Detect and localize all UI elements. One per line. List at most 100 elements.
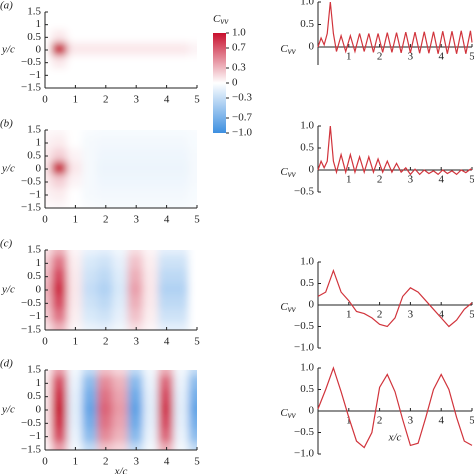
cell bbox=[188, 442, 197, 450]
cell bbox=[97, 135, 115, 151]
x-tick-label: 5 bbox=[194, 214, 200, 226]
y-axis-label: Cvv bbox=[280, 166, 295, 180]
cell bbox=[127, 415, 145, 431]
cell bbox=[142, 389, 160, 405]
cell bbox=[45, 402, 54, 418]
cell bbox=[112, 309, 130, 325]
cell bbox=[51, 187, 69, 203]
cell bbox=[188, 30, 197, 45]
x-tick-label: 4 bbox=[438, 51, 444, 63]
cell bbox=[66, 255, 84, 271]
cell bbox=[51, 415, 69, 431]
cell bbox=[127, 30, 145, 45]
heatmap-panel: 1.510.50−0.5−1−1.50 1 2 3 4 5(a)y/c1.00.70.30… bbox=[0, 0, 252, 139]
cell bbox=[158, 429, 176, 445]
cell bbox=[82, 269, 100, 285]
x-tick-label: 3 bbox=[408, 174, 414, 186]
cell bbox=[112, 187, 130, 203]
cell bbox=[158, 161, 176, 177]
colorbar-tick-label: −0.3 bbox=[232, 92, 252, 104]
cell bbox=[188, 295, 197, 311]
cell bbox=[188, 429, 197, 445]
cell bbox=[142, 174, 160, 190]
cell bbox=[173, 30, 191, 45]
cell bbox=[127, 161, 145, 177]
cell bbox=[97, 309, 115, 325]
x-tick-label: 0 bbox=[42, 456, 48, 468]
y-tick-label: −1.5 bbox=[21, 444, 41, 456]
cell bbox=[112, 68, 130, 83]
colorbar bbox=[213, 33, 226, 133]
cell bbox=[66, 282, 84, 298]
cell bbox=[142, 250, 160, 258]
y-tick-label: 1.5 bbox=[27, 364, 41, 376]
cell bbox=[173, 187, 191, 203]
y-tick-label: −1.5 bbox=[21, 82, 41, 94]
cell bbox=[173, 370, 191, 378]
cell bbox=[51, 12, 69, 20]
cell bbox=[173, 250, 191, 258]
cell bbox=[158, 269, 176, 285]
x-tick-label: 1 bbox=[346, 174, 352, 186]
y-tick-label: 0.5 bbox=[300, 277, 314, 289]
cell bbox=[97, 375, 115, 391]
x-tick-label: 2 bbox=[103, 336, 109, 348]
cell bbox=[188, 250, 197, 258]
y-tick-label: −0.5 bbox=[21, 297, 41, 309]
cell bbox=[45, 135, 54, 151]
cell bbox=[51, 429, 69, 445]
cell bbox=[82, 30, 100, 45]
cell bbox=[127, 135, 145, 151]
cell bbox=[112, 200, 130, 208]
cell bbox=[45, 148, 54, 164]
cell bbox=[127, 130, 145, 138]
cell bbox=[45, 309, 54, 325]
cell bbox=[45, 30, 54, 45]
x-tick-label: 3 bbox=[133, 214, 139, 226]
cell bbox=[82, 161, 100, 177]
cell bbox=[66, 68, 84, 83]
y-tick-label: 1.0 bbox=[300, 256, 314, 268]
cell bbox=[127, 322, 145, 330]
cell bbox=[142, 269, 160, 285]
cell bbox=[66, 42, 84, 58]
x-tick-label: 0 bbox=[42, 214, 48, 226]
cell bbox=[158, 200, 176, 208]
cell bbox=[66, 442, 84, 450]
cell bbox=[51, 55, 69, 70]
cell bbox=[97, 269, 115, 285]
cell bbox=[112, 402, 130, 418]
cell bbox=[97, 402, 115, 418]
x-tick-label: 4 bbox=[438, 415, 444, 427]
cell bbox=[45, 375, 54, 391]
cell bbox=[188, 80, 197, 88]
cell bbox=[188, 187, 197, 203]
cell bbox=[45, 200, 54, 208]
x-tick-label: 2 bbox=[377, 174, 383, 186]
cell bbox=[127, 80, 145, 88]
cell bbox=[142, 68, 160, 83]
cell bbox=[127, 17, 145, 32]
x-tick-label: 4 bbox=[164, 214, 170, 226]
cell bbox=[112, 415, 130, 431]
cell bbox=[127, 269, 145, 285]
cell bbox=[45, 250, 54, 258]
x-tick-label: 5 bbox=[469, 174, 474, 186]
cell bbox=[82, 148, 100, 164]
cell bbox=[127, 442, 145, 450]
cell bbox=[45, 269, 54, 285]
field-cells bbox=[45, 12, 197, 88]
cell bbox=[45, 415, 54, 431]
cell bbox=[142, 12, 160, 20]
cell bbox=[158, 17, 176, 32]
cell bbox=[142, 255, 160, 271]
y-axis-label: y/c bbox=[1, 404, 15, 416]
cell bbox=[51, 269, 69, 285]
cell bbox=[188, 42, 197, 58]
cell bbox=[173, 255, 191, 271]
cell bbox=[82, 402, 100, 418]
y-tick-label: −1.0 bbox=[294, 448, 314, 460]
x-tick-label: 2 bbox=[103, 94, 109, 106]
panel-label: (b) bbox=[0, 118, 13, 130]
cell bbox=[142, 55, 160, 70]
